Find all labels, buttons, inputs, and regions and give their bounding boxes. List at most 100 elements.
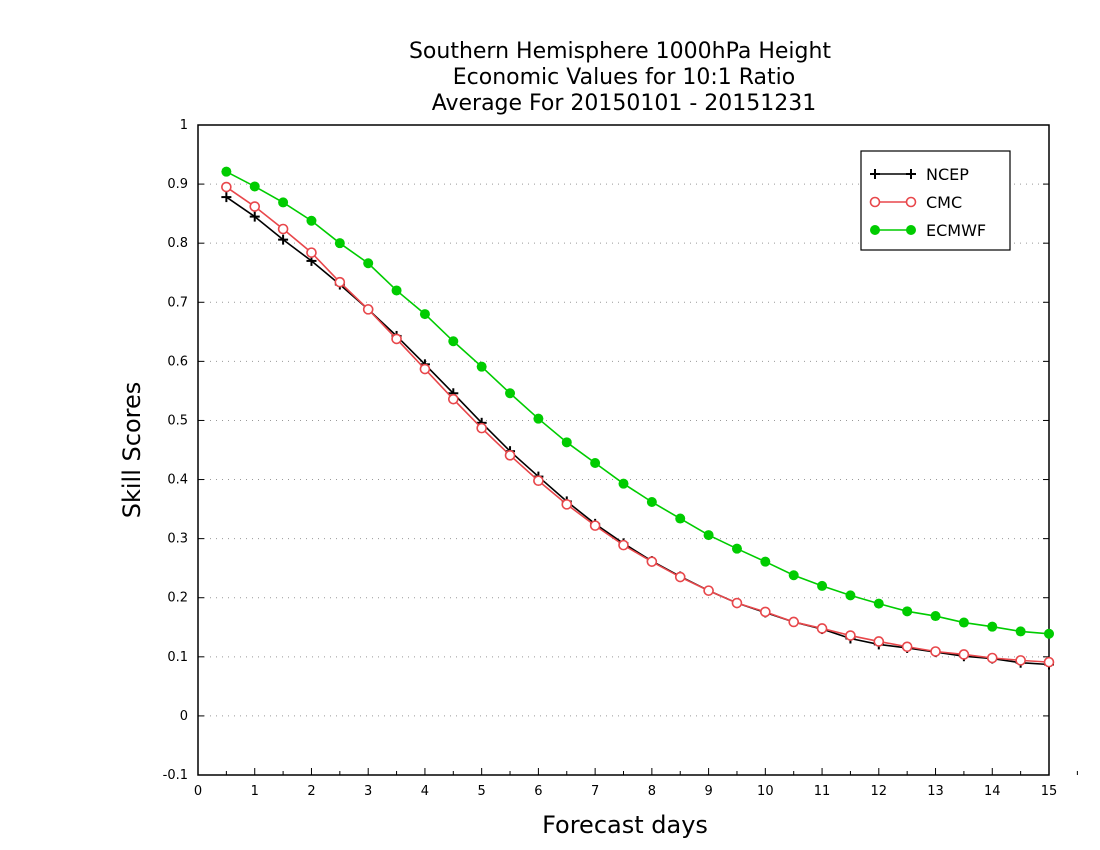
x-tick-label: 5 (478, 784, 486, 799)
series-ncep (221, 192, 1054, 670)
data-point (1044, 628, 1054, 639)
data-point (504, 450, 516, 461)
data-point (391, 285, 402, 296)
data-point (816, 623, 828, 634)
data-point (278, 234, 289, 245)
data-point (448, 336, 459, 347)
data-point (873, 636, 885, 647)
x-tick-label: 11 (814, 784, 831, 799)
y-tick-label: 0.3 (167, 532, 188, 547)
data-point (419, 363, 431, 375)
data-point (958, 649, 970, 660)
x-tick-label: 13 (927, 784, 944, 799)
data-point (561, 499, 573, 510)
data-point (845, 590, 856, 601)
data-point (221, 166, 232, 177)
series-line (225, 186, 1050, 663)
x-tick-label: 14 (984, 784, 1001, 799)
data-point (1015, 626, 1026, 637)
y-tick-label: 0.8 (167, 236, 188, 251)
data-point (703, 585, 714, 596)
data-point (703, 530, 714, 541)
data-point (731, 597, 743, 609)
data-point (646, 556, 658, 567)
data-point (505, 388, 516, 399)
data-point (987, 621, 998, 632)
x-tick-label: 9 (704, 784, 712, 799)
x-axis-ticks: 0 1 2 3 4 5 6 7 8 9 10 11 12 13 14 15 (194, 768, 1078, 799)
x-tick-label: 3 (364, 784, 372, 799)
x-tick-label: 15 (1041, 784, 1058, 799)
series-ecmwf (221, 166, 1054, 639)
data-point (306, 215, 317, 226)
data-point (363, 258, 374, 269)
data-point (930, 646, 941, 657)
data-point (221, 192, 232, 203)
x-tick-label: 1 (251, 784, 259, 799)
x-tick-label: 7 (591, 784, 599, 799)
y-tick-label: 0 (180, 709, 188, 724)
data-point (958, 617, 969, 628)
y-axis-ticks: -0.1 0 0.1 0.2 0.3 0.4 0.5 0.6 0.7 0.8 0.9 1 (163, 118, 1049, 783)
data-point (334, 276, 346, 288)
data-point (476, 422, 487, 434)
y-tick-label: 0.5 (167, 413, 188, 428)
x-tick-label: 0 (194, 784, 202, 799)
x-tick-label: 12 (871, 784, 888, 799)
data-point (249, 211, 260, 222)
y-tick-label: 0.2 (167, 591, 188, 606)
series-lines (221, 166, 1055, 670)
x-tick-label: 10 (757, 784, 774, 799)
data-point (447, 393, 459, 405)
y-tick-label: -0.1 (163, 768, 188, 783)
data-point (249, 201, 261, 212)
title-line-1: Southern Hemisphere 1000hPa Height (409, 39, 831, 64)
legend-item: ECMWF (870, 221, 986, 240)
x-tick-label: 6 (534, 784, 542, 799)
title-line-3: Average For 20150101 - 20151231 (432, 91, 817, 116)
data-point (873, 598, 884, 609)
data-point (1043, 656, 1055, 668)
data-point (277, 223, 289, 235)
data-point (249, 181, 260, 192)
chart-title: Southern Hemisphere 1000hPa Height Econo… (409, 39, 831, 116)
legend-item: NCEP (870, 165, 969, 184)
y-tick-label: 0.9 (167, 177, 188, 192)
data-point (869, 196, 881, 208)
legend: NCEP CMC ECMWF (860, 150, 1011, 251)
data-point (788, 570, 799, 581)
data-point (986, 652, 998, 664)
y-tick-label: 0.6 (167, 354, 188, 369)
data-point (788, 616, 800, 628)
x-tick-label: 4 (421, 784, 429, 799)
data-point (845, 630, 856, 641)
data-point (870, 225, 880, 235)
y-tick-label: 1 (180, 118, 188, 133)
y-axis-label: Skill Scores (118, 382, 146, 519)
data-point (901, 641, 913, 653)
y-tick-label: 0.1 (167, 650, 188, 665)
data-point (902, 606, 913, 617)
data-point (906, 169, 916, 179)
data-point (1015, 655, 1026, 666)
legend-label: ECMWF (926, 221, 986, 240)
data-point (905, 196, 917, 208)
legend-label: NCEP (926, 165, 969, 184)
data-point (675, 513, 686, 524)
series-cmc (221, 181, 1055, 668)
data-point (533, 475, 544, 487)
data-point (906, 225, 916, 235)
data-point (674, 571, 686, 583)
data-point (334, 238, 345, 249)
data-point (590, 458, 601, 468)
title-line-2: Economic Values for 10:1 Ratio (453, 65, 795, 90)
legend-item: CMC (869, 193, 962, 212)
y-tick-label: 0.4 (167, 473, 188, 488)
data-point (817, 580, 828, 591)
x-axis-label: Forecast days (542, 811, 708, 839)
legend-box (860, 150, 1011, 251)
data-point (646, 497, 657, 507)
x-tick-label: 8 (648, 784, 656, 799)
data-point (391, 333, 402, 345)
